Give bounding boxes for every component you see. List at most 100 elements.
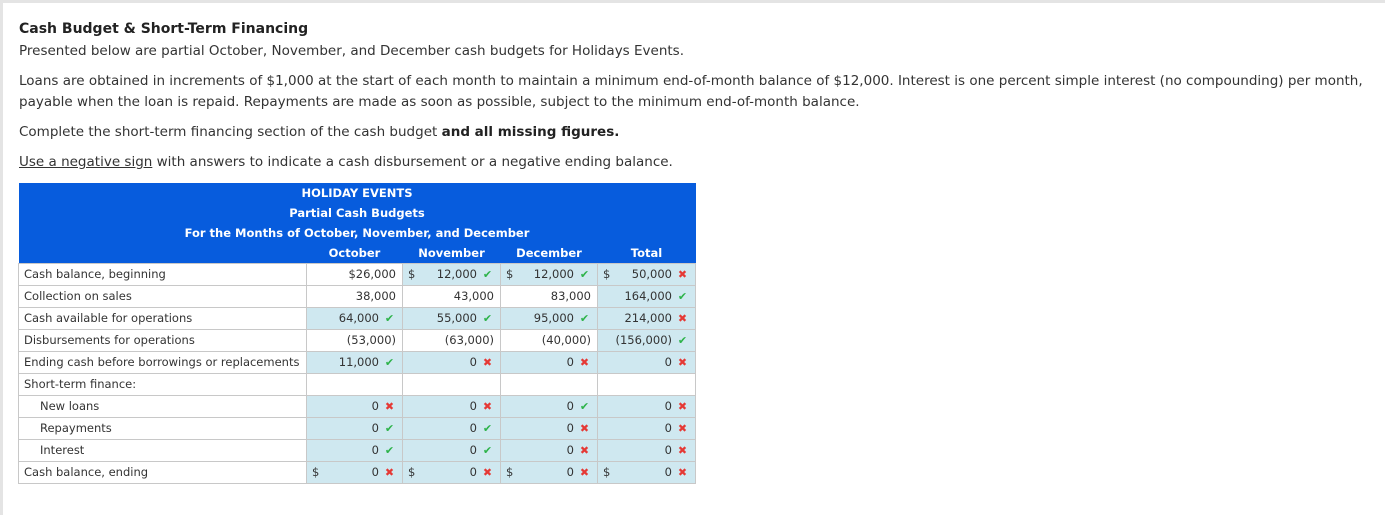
row-label: Cash balance, beginning [18,262,307,286]
table-row: Disbursements for operations (53,000) (63,… [18,328,696,352]
loan-terms-text: Loans are obtained in increments of $1,0… [19,73,1363,110]
answer-cell[interactable]: 0 ✔ [306,416,403,440]
cell-value: (40,000) [541,333,591,347]
cell-value: 43,000 [453,289,494,303]
intro-text: Presented below are partial October, Nov… [19,43,685,59]
instruction-bold: and all missing figures. [441,124,620,140]
budget-body: Cash balance, beginning $26,000 $12,000 ✔ $1… [18,262,696,484]
answer-cell[interactable]: 55,000 ✔ [402,306,501,330]
cell-value: 0 [469,465,477,479]
answer-cell[interactable]: 0 ✖ [597,416,696,440]
answer-cell[interactable]: 0 ✖ [402,394,501,418]
cell-value: 64,000 [338,311,379,325]
check-icon: ✔ [579,312,590,325]
instruction-plain: Complete the short-term financing sectio… [19,124,442,140]
answer-cell[interactable]: 95,000 ✔ [500,306,598,330]
answer-cell[interactable]: $0 ✖ [402,460,501,484]
answer-cell[interactable]: 164,000 ✔ [597,284,696,308]
table-row: New loans 0 ✖ 0 ✖ 0 ✔ 0 ✖ [18,394,696,418]
check-icon: ✔ [677,334,688,347]
dollar-sign: $ [408,464,416,479]
table-row: Cash balance, beginning $26,000 $12,000 ✔ $1… [18,262,696,286]
row-label: Cash balance, ending [18,460,307,484]
answer-cell[interactable]: 0 ✖ [500,438,598,462]
cell-value: 12,000 [533,267,574,281]
answer-cell[interactable]: $12,000 ✔ [402,262,501,286]
answer-cell[interactable]: 0 ✖ [500,350,598,374]
dollar-sign: $ [408,266,416,281]
check-icon: ✔ [482,422,493,435]
given-value-cell: 83,000 [500,284,598,308]
check-icon: ✔ [384,312,395,325]
answer-cell[interactable]: 0 ✔ [402,416,501,440]
cell-value: (63,000) [444,333,494,347]
row-label: Cash available for operations [18,306,307,330]
instruction-text: Complete the short-term financing sectio… [19,122,1369,143]
answer-cell[interactable]: (156,000) ✔ [597,328,696,352]
given-value-cell: (40,000) [500,328,598,352]
x-icon: ✖ [482,356,493,369]
cell-value: 0 [664,443,672,457]
cell-value: 0 [371,443,379,457]
answer-cell[interactable]: 0 ✔ [402,438,501,462]
answer-cell[interactable]: $12,000 ✔ [500,262,598,286]
dollar-sign: $ [312,464,320,479]
label-column-header [18,243,307,263]
answer-cell[interactable]: $0 ✖ [500,460,598,484]
x-icon: ✖ [384,400,395,413]
cell-value: 0 [566,399,574,413]
answer-cell[interactable]: 11,000 ✔ [306,350,403,374]
cell-value: $26,000 [348,267,396,281]
cell-value: 0 [371,399,379,413]
given-value-cell: (63,000) [402,328,501,352]
x-icon: ✖ [677,422,688,435]
table-row: Short-term finance: [18,372,696,396]
cell-value: 55,000 [436,311,477,325]
dollar-sign: $ [506,464,514,479]
answer-cell[interactable]: 0 ✖ [597,350,696,374]
cell-value: 12,000 [436,267,477,281]
check-icon: ✔ [579,400,590,413]
column-december: December [500,243,598,263]
answer-cell[interactable]: $0 ✖ [597,460,696,484]
answer-cell[interactable]: 0 ✔ [500,394,598,418]
row-label: Disbursements for operations [18,328,307,352]
row-label: Short-term finance: [18,372,307,396]
x-icon: ✖ [677,268,688,281]
check-icon: ✔ [482,312,493,325]
given-value-cell: $26,000 [306,262,403,286]
x-icon: ✖ [579,444,590,457]
answer-cell[interactable]: 0 ✖ [597,438,696,462]
check-icon: ✔ [677,290,688,303]
x-icon: ✖ [384,466,395,479]
statement-name: Partial Cash Budgets [18,203,696,223]
cell-value: 164,000 [624,289,672,303]
statement-period: For the Months of October, November, and… [18,223,696,243]
cash-budget-table: HOLIDAY EVENTS Partial Cash Budgets For … [18,183,696,484]
table-row: Collection on sales 38,000 43,000 83,000 164… [18,284,696,308]
answer-cell[interactable]: $50,000 ✖ [597,262,696,286]
cell-value: (53,000) [346,333,396,347]
cell-value: 83,000 [550,289,591,303]
cell-value: 11,000 [338,355,379,369]
answer-cell[interactable]: 0 ✖ [306,394,403,418]
given-value-cell: 38,000 [306,284,403,308]
answer-cell[interactable]: 214,000 ✖ [597,306,696,330]
answer-cell[interactable]: $0 ✖ [306,460,403,484]
answer-cell[interactable]: 0 ✔ [306,438,403,462]
row-label: Repayments [18,416,307,440]
blank-cell [597,372,696,396]
check-icon: ✔ [579,268,590,281]
cell-value: 0 [566,465,574,479]
x-icon: ✖ [677,444,688,457]
answer-cell[interactable]: 0 ✖ [500,416,598,440]
answer-cell[interactable]: 0 ✖ [402,350,501,374]
answer-cell[interactable]: 64,000 ✔ [306,306,403,330]
column-header-row: October November December Total [18,243,696,263]
check-icon: ✔ [482,444,493,457]
x-icon: ✖ [677,312,688,325]
table-row: Interest 0 ✔ 0 ✔ 0 ✖ 0 ✖ [18,438,696,462]
cell-value: 38,000 [355,289,396,303]
answer-cell[interactable]: 0 ✖ [597,394,696,418]
negative-sign-link[interactable]: Use a negative sign [19,154,153,170]
